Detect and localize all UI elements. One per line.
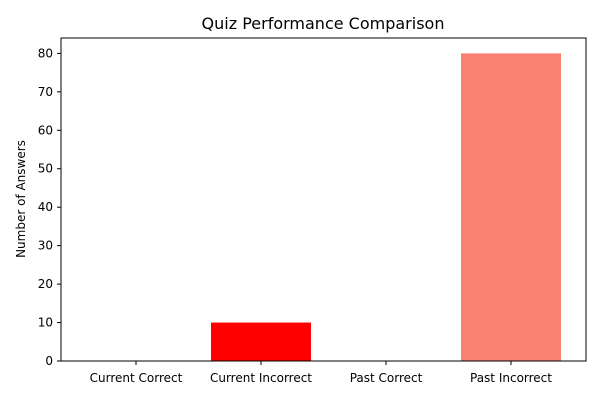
y-tick-label: 80: [38, 46, 53, 60]
y-tick-label: 20: [38, 277, 53, 291]
y-tick-label: 40: [38, 200, 53, 214]
plot-frame: [60, 37, 587, 362]
x-tick-label: Current Correct: [90, 371, 183, 385]
y-tick-label: 50: [38, 162, 53, 176]
y-axis-label: Number of Answers: [14, 140, 28, 258]
y-tick-label: 30: [38, 239, 53, 253]
y-tick-label: 0: [45, 354, 53, 368]
x-tick-label: Past Incorrect: [470, 371, 552, 385]
x-tick-label: Past Correct: [350, 371, 423, 385]
bar-past-incorrect: [461, 53, 561, 361]
x-ticks-group: Current Correct Current Incorrect Past Cor…: [90, 361, 552, 385]
x-tick-label: Current Incorrect: [210, 371, 312, 385]
y-tick-label: 10: [38, 316, 53, 330]
y-tick-label: 60: [38, 123, 53, 137]
chart-title: Quiz Performance Comparison: [202, 14, 445, 33]
y-tick-label: 70: [38, 85, 53, 99]
y-ticks-group: 0 10 20 30 40 50 60 70 80: [38, 46, 61, 368]
bar-current-incorrect: [211, 322, 311, 361]
bars-group: [211, 53, 561, 361]
